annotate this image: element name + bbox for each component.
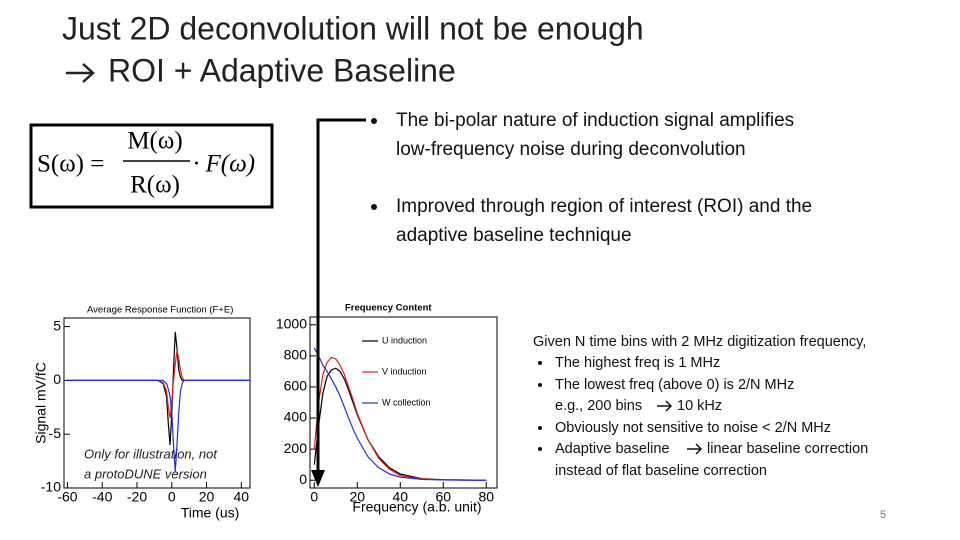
- plots: Average Response Function (F+E) -60 -40 -20…: [33, 303, 498, 521]
- inline-arrow: [687, 443, 703, 455]
- formula-numerator: M(ω): [127, 128, 182, 155]
- note-bullets: [538, 361, 542, 451]
- y-axis-label: Signal mV/fC: [33, 362, 49, 444]
- legend-label: U induction: [382, 335, 427, 345]
- formula-box: [29, 123, 274, 209]
- bullet-dot: [371, 204, 377, 210]
- pointer-arrow: [311, 118, 366, 487]
- annotation: a protoDUNE version: [84, 466, 207, 481]
- x-tick-label: 40: [392, 489, 408, 505]
- y-tick-label: 400: [284, 409, 308, 425]
- y-tick-label: 0: [53, 371, 61, 387]
- y-tick-label: 0: [299, 471, 307, 487]
- formula-factor: · F(ω): [193, 151, 255, 178]
- y-tick-label: 600: [284, 378, 308, 394]
- note-item: The highest freq is 1 MHz: [555, 355, 720, 371]
- series-line: [313, 356, 487, 481]
- formula-denominator: R(ω): [130, 172, 180, 199]
- annotation: Only for illustration, not: [84, 446, 218, 461]
- note-item: linear baseline correction: [707, 441, 868, 457]
- y-tick-label: -5: [49, 425, 62, 441]
- x-tick-label: 0: [168, 489, 176, 505]
- legend-label: V induction: [382, 366, 427, 376]
- plot-frame: [309, 316, 498, 489]
- note-item: Adaptive baseline: [555, 441, 669, 457]
- title-arrow: [66, 63, 95, 83]
- y-tick-label: -10: [41, 479, 61, 495]
- note-item: instead of flat baseline correction: [555, 463, 767, 479]
- bullet-dot: [371, 118, 377, 124]
- note-item: Obviously not sensitive to noise < 2/N M…: [555, 420, 831, 436]
- page-number: 5: [880, 509, 886, 521]
- y-tick-label: 1000: [276, 315, 307, 331]
- series-line: [67, 379, 250, 472]
- series-line: [313, 347, 487, 481]
- x-tick-label: 0: [310, 489, 318, 505]
- x-axis-label: Time (us): [181, 505, 240, 521]
- y-tick-label: 5: [53, 317, 61, 333]
- subtitle: ROI + Adaptive Baseline: [108, 52, 456, 88]
- x-axis-label: Frequency (a.b. unit): [352, 499, 481, 515]
- note-item: The lowest freq (above 0) is 2/N MHz: [555, 377, 794, 393]
- note-item: 10 kHz: [677, 398, 722, 414]
- x-tick-label: 20: [349, 489, 365, 505]
- bullet-text: low-frequency noise during deconvolution: [396, 139, 746, 160]
- bullet-text: The bi-polar nature of induction signal …: [396, 110, 794, 131]
- bullet-text: adaptive baseline technique: [396, 225, 632, 246]
- x-tick-label: 60: [435, 489, 451, 505]
- y-tick-label: 200: [284, 440, 308, 456]
- plot-title: Average Response Function (F+E): [87, 305, 233, 316]
- title: Just 2D deconvolution will not be enough: [62, 10, 644, 46]
- x-tick-label: -20: [127, 489, 147, 505]
- formula-lhs: S(ω) =: [37, 151, 104, 178]
- plot-title: Frequency Content: [345, 303, 432, 314]
- x-tick-label: 80: [478, 489, 494, 505]
- x-tick-label: 40: [234, 489, 250, 505]
- y-tick-label: 800: [284, 347, 308, 363]
- plot-frame: [63, 317, 251, 489]
- legend-label: W collection: [382, 397, 431, 407]
- note-item: e.g., 200 bins: [555, 398, 642, 414]
- inline-arrow: [657, 400, 673, 412]
- x-tick-label: -40: [92, 489, 112, 505]
- x-tick-label: 20: [199, 489, 215, 505]
- x-tick-label: -60: [57, 489, 77, 505]
- series-line: [313, 367, 487, 481]
- note-intro: Given N time bins with 2 MHz digitizatio…: [533, 334, 866, 350]
- bullet-text: Improved through region of interest (ROI…: [396, 196, 812, 217]
